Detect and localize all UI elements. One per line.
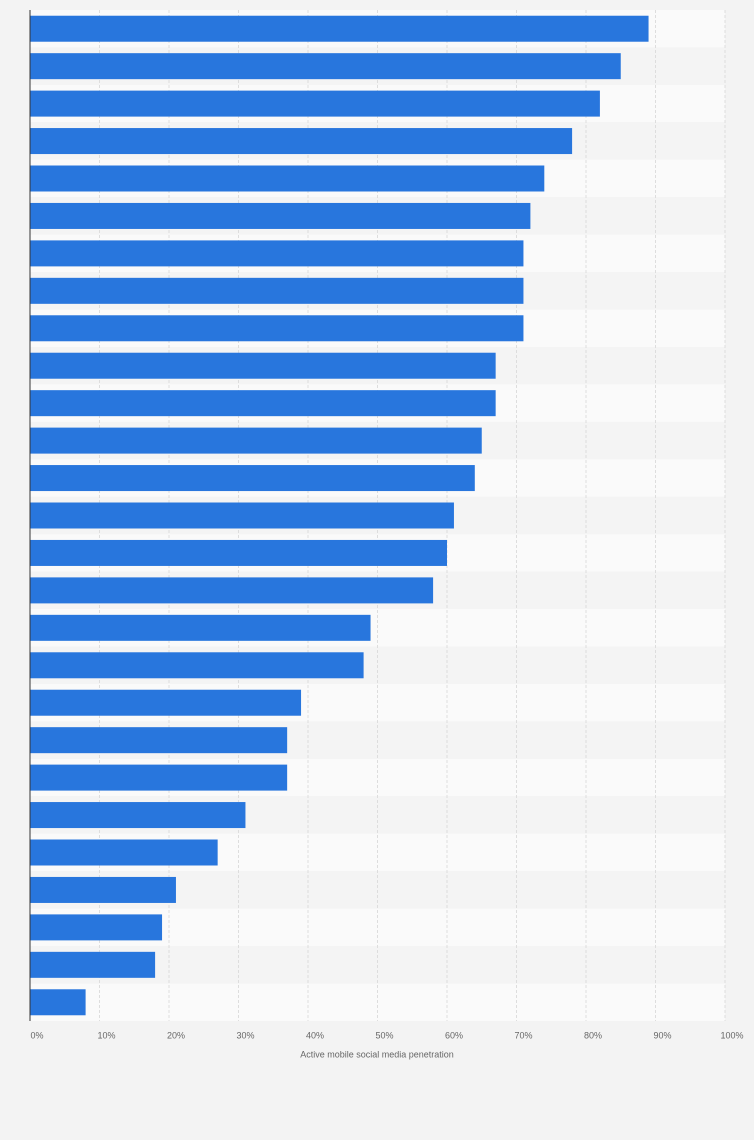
bar [30,577,434,604]
x-tick-label: 50% [375,1030,393,1040]
bar [30,802,246,829]
x-tick-label: 60% [445,1030,463,1040]
bar [30,352,496,379]
bar [30,914,163,941]
x-tick-label: 30% [236,1030,254,1040]
bar [30,614,371,641]
x-tick-label: 10% [97,1030,115,1040]
bar [30,951,156,978]
bar [30,652,364,679]
bar [30,764,288,791]
bar [30,727,288,754]
bar [30,315,524,342]
bar [30,989,86,1016]
x-tick-label: 80% [584,1030,602,1040]
bar [30,15,649,42]
x-tick-label: 90% [653,1030,671,1040]
x-axis-title: Active mobile social media penetration [300,1049,454,1059]
bar [30,53,621,80]
bar [30,427,482,454]
bar [30,876,176,903]
bar [30,689,302,716]
x-tick-label: 20% [167,1030,185,1040]
bar [30,128,573,155]
x-tick-label: 40% [306,1030,324,1040]
bar [30,539,447,566]
x-tick-label: 100% [720,1030,743,1040]
bar [30,465,475,492]
bar [30,839,218,866]
bar [30,90,600,117]
bar [30,202,531,229]
bar [30,390,496,417]
x-tick-label: 0% [30,1030,43,1040]
bar [30,165,545,192]
x-tick-label: 70% [514,1030,532,1040]
bar [30,240,524,267]
bar [30,277,524,304]
bar [30,502,454,529]
